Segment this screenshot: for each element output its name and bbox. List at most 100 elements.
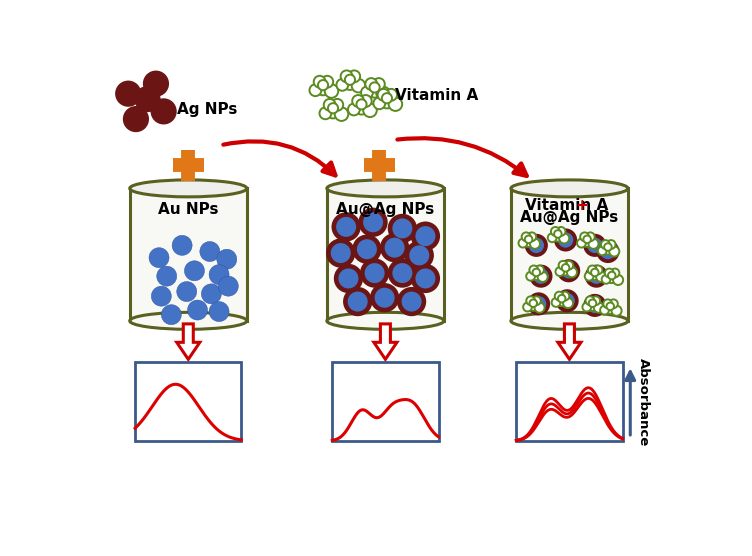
Text: +: + — [575, 198, 588, 213]
Circle shape — [588, 239, 599, 249]
Circle shape — [609, 299, 618, 308]
Circle shape — [376, 87, 390, 100]
Circle shape — [532, 296, 541, 305]
Circle shape — [405, 241, 434, 270]
Circle shape — [559, 234, 569, 244]
Circle shape — [335, 107, 348, 121]
Circle shape — [596, 272, 606, 282]
Circle shape — [558, 295, 566, 302]
Circle shape — [556, 289, 579, 312]
Circle shape — [388, 259, 417, 287]
Circle shape — [560, 292, 569, 301]
Text: Absorbance: Absorbance — [637, 358, 650, 446]
Circle shape — [584, 236, 591, 243]
Circle shape — [336, 217, 356, 237]
Circle shape — [529, 266, 538, 274]
Circle shape — [326, 239, 356, 267]
Circle shape — [172, 235, 192, 255]
Circle shape — [533, 269, 549, 284]
Circle shape — [523, 302, 532, 311]
Circle shape — [526, 272, 535, 281]
Circle shape — [554, 230, 562, 238]
Circle shape — [532, 269, 540, 276]
Circle shape — [347, 291, 368, 311]
Circle shape — [209, 301, 229, 321]
Circle shape — [594, 302, 604, 312]
Circle shape — [374, 287, 395, 307]
Circle shape — [378, 89, 390, 101]
Text: Au NPs: Au NPs — [158, 202, 219, 217]
Circle shape — [384, 237, 405, 257]
Circle shape — [321, 76, 333, 88]
Circle shape — [587, 300, 598, 311]
Circle shape — [584, 234, 606, 257]
Circle shape — [151, 286, 171, 306]
Circle shape — [522, 232, 530, 241]
Circle shape — [589, 269, 604, 284]
Circle shape — [554, 229, 577, 251]
Circle shape — [325, 85, 338, 98]
Circle shape — [608, 272, 616, 279]
Circle shape — [551, 227, 559, 236]
Circle shape — [217, 249, 237, 269]
Circle shape — [587, 237, 602, 253]
Circle shape — [552, 298, 560, 307]
Circle shape — [531, 296, 547, 311]
Circle shape — [591, 296, 600, 305]
Circle shape — [588, 266, 597, 274]
Circle shape — [528, 300, 539, 311]
Circle shape — [606, 272, 617, 283]
Circle shape — [332, 99, 343, 111]
Circle shape — [367, 82, 382, 98]
Circle shape — [323, 99, 335, 111]
Circle shape — [352, 79, 365, 92]
Polygon shape — [374, 324, 397, 359]
Circle shape — [538, 272, 547, 282]
Circle shape — [143, 71, 169, 97]
Circle shape — [529, 237, 544, 253]
Circle shape — [393, 263, 412, 283]
Circle shape — [602, 244, 614, 255]
Circle shape — [348, 71, 360, 82]
Circle shape — [356, 100, 367, 110]
Circle shape — [603, 299, 612, 308]
Circle shape — [605, 302, 616, 314]
Circle shape — [156, 266, 177, 286]
Circle shape — [328, 103, 338, 113]
Circle shape — [370, 283, 399, 312]
Circle shape — [415, 269, 435, 289]
Circle shape — [365, 263, 384, 283]
Circle shape — [527, 232, 536, 241]
Polygon shape — [130, 188, 247, 321]
Circle shape — [402, 291, 422, 311]
Ellipse shape — [511, 180, 628, 197]
Polygon shape — [327, 188, 444, 321]
Circle shape — [605, 269, 614, 277]
Polygon shape — [558, 324, 581, 359]
Circle shape — [611, 306, 622, 316]
Circle shape — [596, 240, 620, 263]
Circle shape — [352, 235, 381, 264]
Circle shape — [365, 78, 378, 90]
Circle shape — [609, 246, 620, 256]
Circle shape — [606, 302, 614, 310]
Circle shape — [584, 294, 606, 317]
Circle shape — [361, 87, 373, 98]
Circle shape — [341, 71, 353, 82]
Circle shape — [601, 240, 610, 249]
Circle shape — [555, 292, 564, 301]
Circle shape — [388, 214, 417, 243]
Circle shape — [162, 305, 181, 325]
Circle shape — [379, 93, 395, 108]
Bar — [332, 363, 438, 441]
Circle shape — [318, 80, 328, 90]
Text: Vitamin A: Vitamin A — [525, 198, 614, 213]
Circle shape — [389, 97, 402, 111]
Circle shape — [577, 239, 586, 247]
Circle shape — [558, 232, 573, 247]
Circle shape — [200, 241, 220, 261]
Circle shape — [135, 86, 161, 112]
Bar — [517, 363, 623, 441]
Circle shape — [411, 264, 440, 293]
Circle shape — [314, 76, 326, 88]
